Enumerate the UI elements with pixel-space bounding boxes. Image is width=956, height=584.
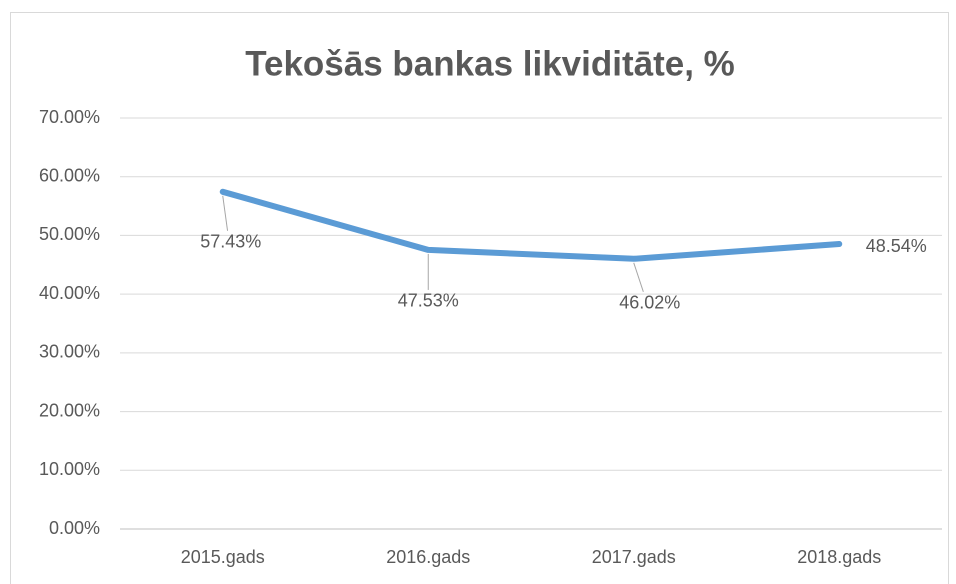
y-tick-label: 50.00%: [39, 224, 100, 244]
y-tick-label: 70.00%: [39, 107, 100, 127]
y-tick-label: 20.00%: [39, 400, 100, 420]
chart-frame: [10, 12, 949, 584]
x-tick-label: 2016.gads: [386, 547, 470, 567]
y-tick-label: 0.00%: [49, 518, 100, 538]
x-tick-label: 2015.gads: [181, 547, 265, 567]
data-line: [219, 188, 843, 262]
y-tick-label: 30.00%: [39, 342, 100, 362]
data-label: 57.43%: [200, 232, 261, 252]
data-label: 46.02%: [619, 293, 680, 313]
x-tick-label: 2017.gads: [592, 547, 676, 567]
chart-title: Tekošās bankas likviditāte, %: [245, 44, 735, 83]
y-tick-label: 10.00%: [39, 459, 100, 479]
y-tick-label: 60.00%: [39, 165, 100, 185]
data-label: 48.54%: [866, 236, 927, 256]
leader-line: [633, 262, 644, 292]
y-tick-label: 40.00%: [39, 283, 100, 303]
data-label: 47.53%: [398, 291, 459, 311]
x-tick-label: 2018.gads: [797, 547, 881, 567]
leader-line: [222, 195, 229, 231]
